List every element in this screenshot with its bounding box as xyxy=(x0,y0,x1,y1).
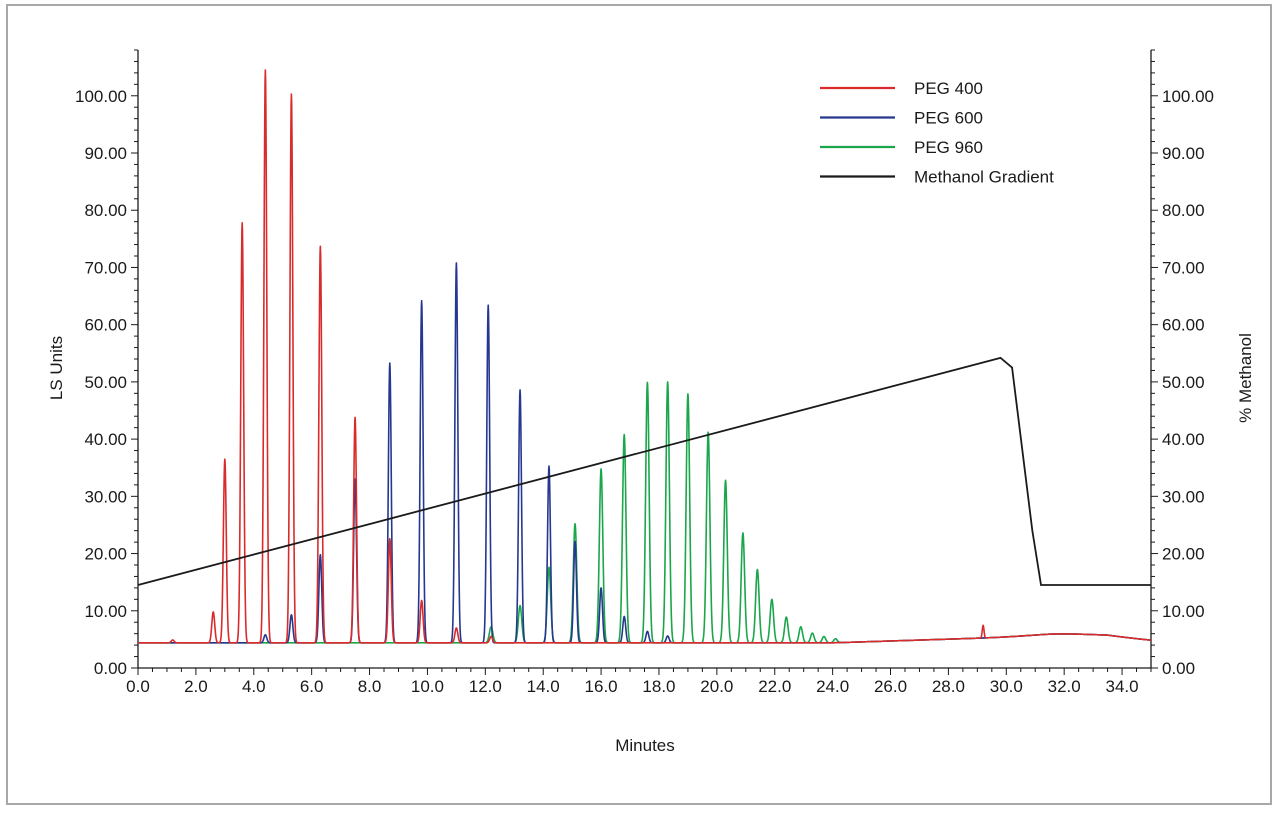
y2-tick-label: 50.00 xyxy=(1162,373,1205,392)
y-tick-label: 20.00 xyxy=(84,545,127,564)
x-tick-label: 16.0 xyxy=(585,677,618,696)
x-tick-label: 24.0 xyxy=(816,677,849,696)
x-tick-label: 10.0 xyxy=(411,677,444,696)
y2-tick-label: 20.00 xyxy=(1162,545,1205,564)
x-tick-label: 26.0 xyxy=(874,677,907,696)
series-line-methanol-gradient xyxy=(137,356,1151,586)
x-tick-label: 18.0 xyxy=(642,677,675,696)
chart-svg: 0.0 2.0 4.0 6.0 8.0 10.0 12.0 14.0 16.0 18.0 20.0 2… xyxy=(47,49,1255,755)
x-tick-label: 12.0 xyxy=(469,677,502,696)
x-tick-label: 20.0 xyxy=(700,677,733,696)
y2-tick-label: 0.00 xyxy=(1162,659,1195,678)
x-tick-label: 0.0 xyxy=(126,677,150,696)
y2-tick-label: 60.00 xyxy=(1162,316,1205,335)
y-tick-label: 60.00 xyxy=(84,316,127,335)
y-tick-label: 100.00 xyxy=(75,87,127,106)
x-tick-label: 32.0 xyxy=(1048,677,1081,696)
y2-tick-label: 100.00 xyxy=(1162,87,1214,106)
y-tick-label: 70.00 xyxy=(84,258,127,277)
legend-label: Methanol Gradient xyxy=(914,168,1054,187)
y-tick-label: 40.00 xyxy=(84,430,127,449)
y-tick-label: 0.00 xyxy=(94,659,127,678)
y-tick-label: 30.00 xyxy=(84,487,127,506)
y-tick-label: 50.00 xyxy=(84,373,127,392)
y2-tick-label: 10.00 xyxy=(1162,602,1205,621)
y-tick-label: 10.00 xyxy=(84,602,127,621)
y2-tick-label: 30.00 xyxy=(1162,487,1205,506)
y2-tick-label: 80.00 xyxy=(1162,201,1205,220)
x-tick-label: 30.0 xyxy=(990,677,1023,696)
y2-tick-label: 90.00 xyxy=(1162,144,1205,163)
y2-tick-label: 40.00 xyxy=(1162,430,1205,449)
chart-frame: 0.0 2.0 4.0 6.0 8.0 10.0 12.0 14.0 16.0 18.0 20.0 2… xyxy=(6,4,1272,805)
legend-label: PEG 400 xyxy=(914,79,983,98)
legend-label: PEG 960 xyxy=(914,138,983,157)
x-axis-title: Minutes xyxy=(615,736,675,755)
y-tick-label: 90.00 xyxy=(84,144,127,163)
x-tick-label: 28.0 xyxy=(932,677,965,696)
legend-label: PEG 600 xyxy=(914,109,983,128)
x-tick-label: 22.0 xyxy=(758,677,791,696)
y-tick-label: 80.00 xyxy=(84,201,127,220)
x-tick-label: 34.0 xyxy=(1106,677,1139,696)
x-tick-label: 8.0 xyxy=(358,677,382,696)
x-tick-label: 2.0 xyxy=(184,677,208,696)
series-line-peg-400 xyxy=(137,69,1152,644)
y2-tick-label: 70.00 xyxy=(1162,258,1205,277)
y-axis-title: LS Units xyxy=(47,336,66,400)
y2-axis-title: % Methanol xyxy=(1236,333,1255,423)
x-tick-label: 6.0 xyxy=(300,677,324,696)
x-tick-label: 14.0 xyxy=(527,677,560,696)
x-tick-label: 4.0 xyxy=(242,677,266,696)
legend: PEG 400 PEG 600 PEG 960 Methanol Gradient xyxy=(820,79,1054,187)
